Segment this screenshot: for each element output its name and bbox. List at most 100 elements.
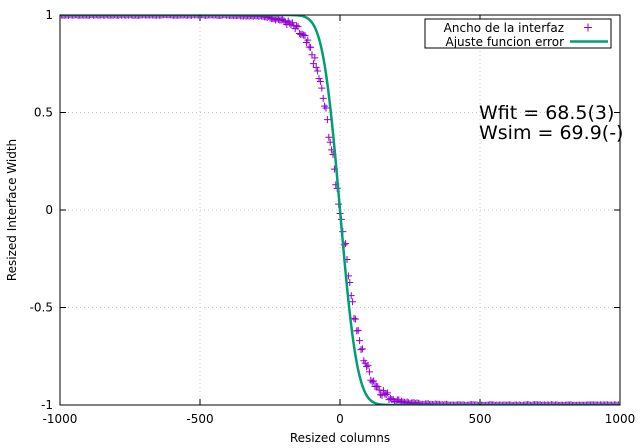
data-point [384, 389, 392, 397]
data-point [127, 15, 135, 19]
data-point [521, 401, 529, 405]
data-point [176, 15, 184, 19]
data-point [160, 15, 168, 19]
data-point [178, 15, 186, 19]
data-point [561, 401, 569, 405]
data-point [204, 15, 212, 19]
data-point [358, 345, 366, 353]
data-point [356, 337, 364, 345]
data-point [479, 401, 487, 405]
data-point [591, 401, 599, 405]
data-point [309, 60, 317, 68]
data-point [165, 15, 173, 19]
y-axis-label: Resized Interface Width [5, 139, 19, 281]
data-point [66, 15, 74, 19]
data-point [473, 401, 481, 405]
x-tick-label: -1000 [43, 412, 78, 426]
data-point [503, 401, 511, 405]
data-point [365, 368, 373, 376]
data-point [480, 401, 488, 405]
data-point [137, 15, 145, 19]
data-point [116, 15, 124, 19]
data-point [595, 401, 603, 405]
data-point [111, 15, 119, 19]
data-point [571, 401, 579, 405]
data-point [585, 401, 593, 405]
data-point [92, 15, 100, 19]
data-point [560, 401, 568, 405]
data-point [575, 401, 583, 405]
data-point [106, 15, 114, 19]
legend-label-line: Ajuste funcion error [446, 35, 565, 49]
data-point [211, 15, 219, 19]
data-point [351, 315, 359, 323]
data-point [451, 401, 459, 405]
data-point [321, 102, 329, 110]
data-point [375, 386, 383, 394]
data-point [311, 54, 319, 62]
data-point [326, 138, 334, 146]
data-point [581, 401, 589, 405]
data-point [63, 15, 71, 19]
annotation-wfit: Wfit = 68.5(3) [479, 102, 614, 124]
data-point [126, 15, 134, 19]
data-point [563, 401, 571, 405]
data-point [73, 15, 81, 19]
data-point [462, 401, 470, 405]
data-point [538, 401, 546, 405]
x-tick-label: 0 [336, 412, 344, 426]
data-point [539, 401, 547, 405]
data-point [304, 36, 312, 44]
data-point [508, 401, 516, 405]
x-tick-label: 1000 [605, 412, 636, 426]
data-point [119, 15, 127, 19]
data-point [60, 15, 65, 19]
data-point [139, 15, 147, 19]
data-point [78, 15, 86, 19]
data-point [293, 22, 301, 30]
data-point [98, 15, 106, 19]
tick-marks [59, 14, 621, 406]
data-point [206, 15, 214, 19]
data-point [545, 401, 553, 405]
data-point [319, 94, 327, 102]
data-point [477, 401, 485, 405]
x-tick-label: 500 [469, 412, 492, 426]
data-point [162, 15, 170, 19]
data-point [582, 401, 590, 405]
data-point [463, 401, 471, 405]
data-point [613, 401, 620, 405]
data-point [557, 401, 565, 405]
data-point [167, 15, 175, 19]
data-point [370, 377, 378, 385]
data-point [221, 15, 229, 19]
data-point [465, 401, 473, 405]
data-point [81, 15, 89, 19]
data-point [519, 401, 527, 405]
data-point [546, 401, 554, 405]
data-point [314, 67, 322, 75]
data-point [594, 401, 602, 405]
data-point [511, 401, 519, 405]
data-point [526, 401, 534, 405]
data-point [322, 104, 330, 112]
data-point [181, 15, 189, 19]
data-point [185, 15, 193, 19]
data-point [123, 15, 131, 19]
data-point [102, 15, 110, 19]
y-tick-label: -1 [41, 398, 53, 412]
data-point [87, 15, 95, 19]
data-point [154, 15, 162, 19]
data-point [570, 401, 578, 405]
data-point [452, 401, 460, 405]
data-point [218, 15, 226, 19]
data-point [601, 401, 609, 405]
data-point [483, 401, 491, 405]
data-point [608, 401, 616, 405]
data-point [498, 401, 506, 405]
data-point [445, 401, 453, 405]
data-point [574, 401, 582, 405]
legend-marker-plus-icon [584, 23, 592, 32]
y-tick-labels: -1 -0.5 0 0.5 1 [30, 8, 53, 412]
data-point [325, 133, 333, 141]
